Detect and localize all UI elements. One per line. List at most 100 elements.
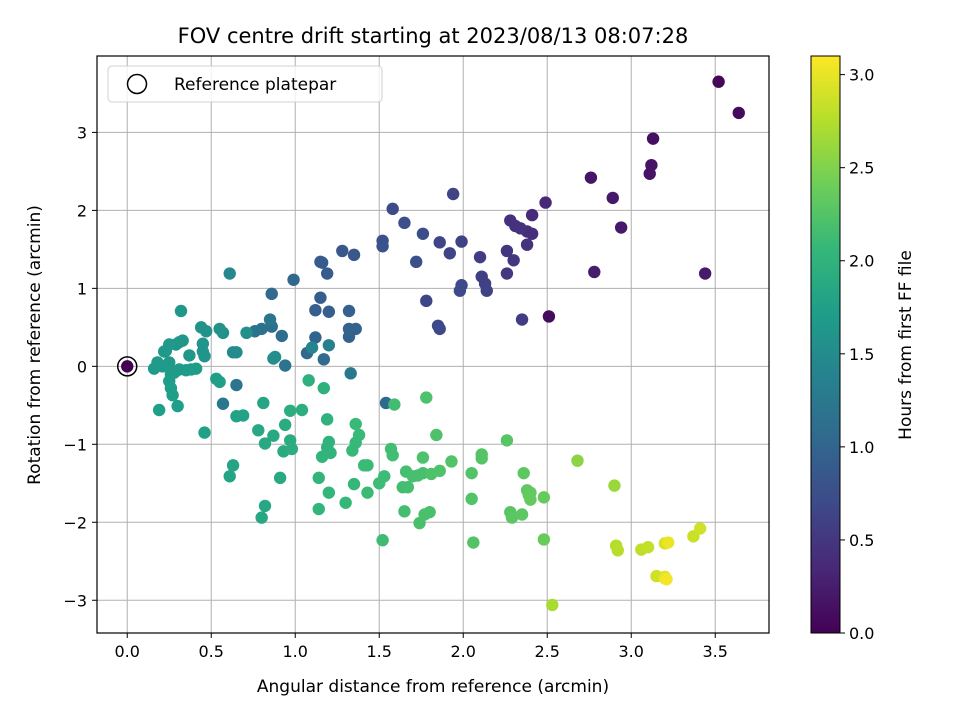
data-point [309,331,322,344]
legend-marker-icon [126,73,148,95]
data-point [258,499,272,513]
data-point [571,454,584,467]
data-point [500,244,514,258]
data-point [183,349,196,362]
data-point [230,346,243,359]
data-points [116,75,745,612]
colorbar: 0.0 0.5 1.0 1.5 2.0 2.5 3.0 Hours from first F… [810,55,916,643]
x-tick-label: 1.5 [367,642,392,661]
data-point [398,216,411,230]
data-point [196,345,210,358]
data-point [378,470,391,483]
data-point [263,313,277,326]
y-tick-label: 1 [77,279,87,298]
legend-box [107,65,383,103]
x-tick-label: 0.5 [199,642,224,661]
data-point [515,313,529,326]
data-point [305,341,319,354]
data-point [189,362,203,375]
data-point [152,403,166,417]
colorbar-tick-label: 0.5 [849,531,874,550]
data-point [662,536,675,549]
data-point [732,106,745,120]
data-point [423,505,436,519]
data-point [546,598,559,612]
data-point [347,477,361,491]
data-point [255,511,268,524]
data-point [121,360,134,373]
data-point [537,491,551,504]
data-point [416,227,430,240]
data-point [258,437,272,450]
x-axis-ticks: 0.0 0.5 1.0 1.5 2.0 2.5 3.0 3.5 [115,633,728,661]
grid-lines [97,56,769,633]
x-tick-label: 0.0 [115,642,140,661]
data-point [312,471,325,485]
data-point [312,502,325,516]
reference-point-marker [116,356,138,377]
data-point [507,254,520,267]
data-point [194,321,208,334]
data-point [317,381,330,395]
data-point [611,544,624,557]
legend: Reference platepar [107,65,383,103]
data-point [539,196,552,209]
data-point [420,294,433,308]
x-tick-label: 2.5 [535,642,560,661]
colorbar-tick-label: 3.0 [849,66,874,85]
data-point [295,403,309,417]
data-point [416,451,430,464]
data-point [267,352,280,365]
data-point [524,493,537,506]
y-tick-label: −2 [63,513,87,532]
x-axis-label: Angular distance from reference (arcmin) [257,677,609,697]
colorbar-ticks: 0.0 0.5 1.0 1.5 2.0 2.5 3.0 [840,66,874,643]
colorbar-label: Hours from first FF file [896,250,916,440]
y-tick-label: 0 [77,357,87,376]
data-point [465,492,478,506]
data-point [386,202,399,216]
data-point [198,426,211,439]
data-point [465,466,478,480]
data-point [376,240,389,253]
data-point [314,255,327,269]
data-point [517,466,530,480]
data-point [410,255,423,269]
data-point [443,247,456,260]
data-point [174,304,188,318]
data-point [275,329,288,343]
data-point [584,171,598,184]
data-point [386,449,399,462]
data-point [420,391,433,404]
x-tick-label: 3.5 [703,642,728,661]
x-tick-label: 2.0 [451,642,476,661]
data-point [213,322,226,336]
colorbar-tick-label: 1.0 [849,438,874,457]
x-tick-label: 1.0 [283,642,308,661]
data-point [455,279,468,292]
data-point [322,305,336,318]
y-tick-label: 3 [77,123,87,142]
colorbar-tick-label: 2.0 [849,252,874,271]
data-point [171,399,184,413]
data-point [278,359,292,372]
data-point [314,291,327,304]
data-point [285,442,299,456]
legend-label: Reference platepar [174,75,336,95]
y-tick-label: −3 [63,591,87,610]
data-point [302,374,315,387]
data-point [339,496,352,509]
colorbar-tick-label: 2.5 [849,159,874,178]
data-point [265,287,278,301]
data-point [505,511,519,524]
data-point [252,424,265,437]
data-point [712,75,725,88]
data-point [320,267,334,280]
data-point [223,267,236,280]
data-point [213,375,226,389]
data-point [643,167,656,180]
data-point [352,428,366,442]
data-point [433,322,446,336]
data-point [267,429,280,442]
